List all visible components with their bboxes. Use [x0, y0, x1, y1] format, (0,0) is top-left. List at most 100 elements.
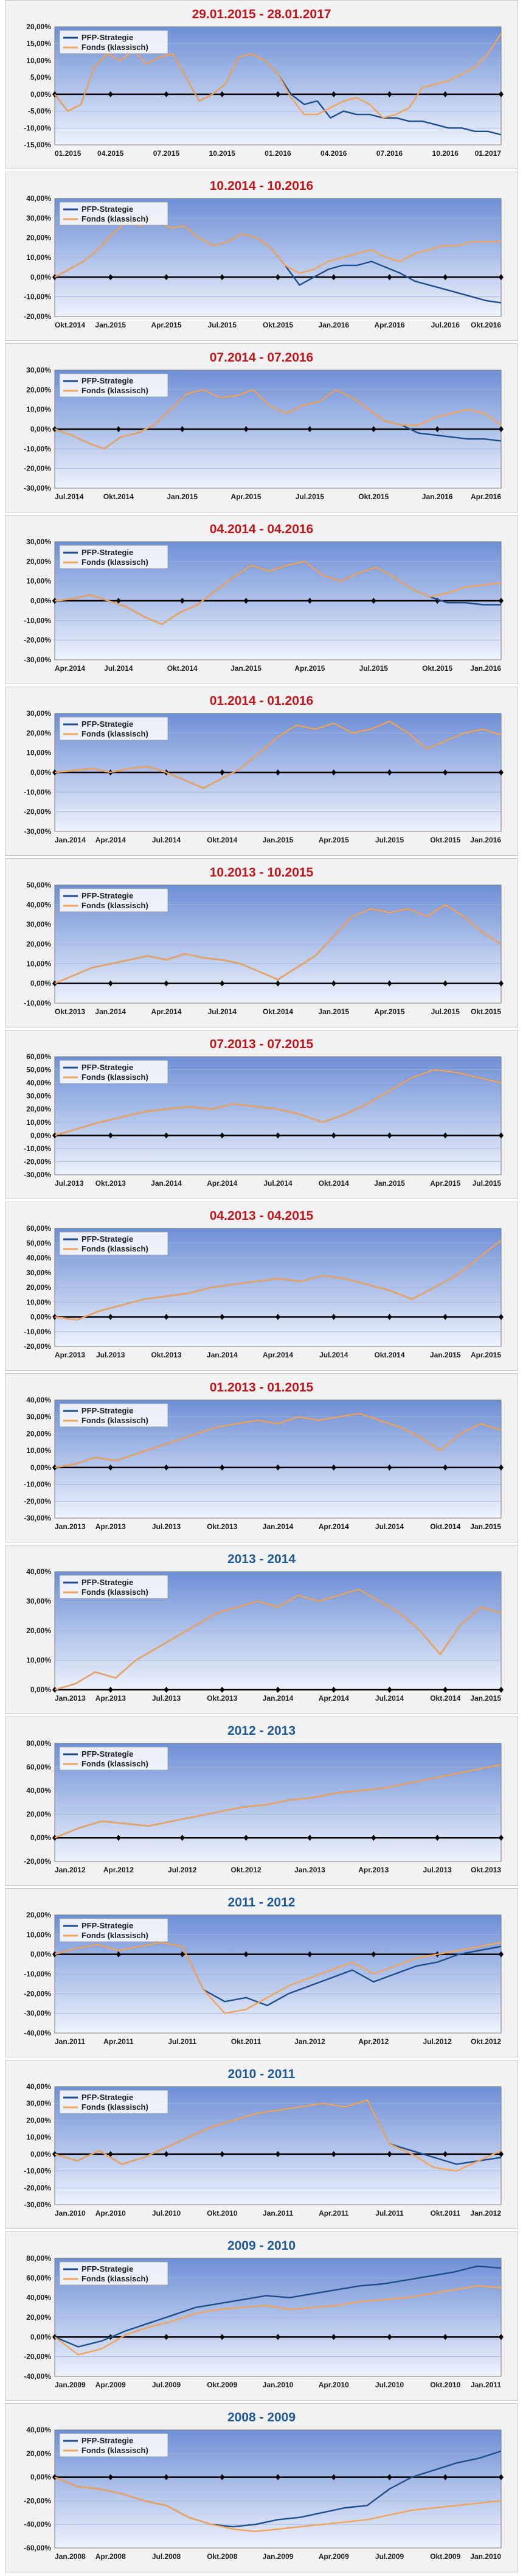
x-tick-label: 10.2016	[432, 149, 459, 158]
x-tick-label: Okt.2014	[167, 664, 198, 673]
chart-title: 2008 - 2009	[227, 2410, 296, 2424]
y-tick-label: 20,00%	[26, 1626, 51, 1635]
zero-line-marker	[443, 2334, 448, 2340]
y-tick-label: 80,00%	[26, 2254, 51, 2263]
x-tick-label: Okt.2012	[471, 2037, 501, 2046]
x-tick-label: Jul.2013	[96, 1351, 125, 1359]
line-chart: 30,00% 20,00% 10,00% 0,00% -10,00% -20,00% -30…	[24, 366, 504, 501]
y-tick-label: 20,00%	[26, 234, 51, 242]
line-chart: 20,00% 10,00% 0,00% -10,00% -20,00% -30,00% -4…	[24, 1911, 504, 2046]
x-tick-label: Apr.2009	[95, 2381, 126, 2389]
legend-label: PFP-Strategie	[81, 1234, 133, 1244]
chart-panel: 29.01.2015 - 28.01.2017 20,00% 15,00% 10,00…	[0, 0, 523, 169]
zero-line-marker	[275, 2151, 280, 2157]
x-tick-label: Jul.2015	[296, 492, 325, 501]
series-line-fund	[54, 720, 502, 789]
series-line-fund	[54, 2099, 502, 2172]
y-tick-label: -10,00%	[24, 2167, 51, 2175]
line-chart: 40,00% 30,00% 20,00% 10,00% 0,00% -10,00% -20,…	[24, 1396, 504, 1531]
y-tick-label: -30,00%	[24, 2200, 51, 2209]
zero-line-marker	[331, 2334, 336, 2340]
x-tick-label: Jan.2008	[55, 2552, 86, 2561]
series-line-fund	[54, 1413, 502, 1469]
line-chart: 80,00% 60,00% 40,00% 20,00% 0,00% -20,00% Jan.…	[24, 1739, 504, 1874]
y-tick-label: 0,00%	[30, 1131, 51, 1139]
legend-label: PFP-Strategie	[81, 1063, 133, 1072]
x-tick-label: Jan.2015	[318, 1007, 349, 1016]
series-line-fund	[54, 1763, 502, 1839]
zero-line-marker	[164, 2151, 169, 2157]
zero-line-marker	[331, 2151, 336, 2157]
legend-box	[59, 545, 168, 569]
x-tick-label: Jul.2008	[152, 2552, 181, 2561]
y-tick-label: -40,00%	[24, 2029, 51, 2037]
zero-line-marker	[220, 1687, 225, 1693]
legend-label: Fonds (klassisch)	[81, 1759, 148, 1768]
x-tick-label: Okt.2010	[207, 2209, 237, 2217]
chart-title: 2013 - 2014	[227, 1552, 296, 1566]
y-tick-label: -20,00%	[24, 1857, 51, 1866]
y-tick-label: 30,00%	[26, 920, 51, 929]
x-tick-label: Jul.2010	[375, 2381, 404, 2389]
zero-line-marker	[443, 91, 448, 97]
x-tick-label: Jan.2009	[263, 2552, 294, 2561]
x-tick-label: Jul.2014	[319, 1351, 348, 1359]
zero-line-marker	[108, 1314, 113, 1320]
y-tick-label: 40,00%	[26, 1787, 51, 1795]
y-tick-label: -30,00%	[24, 2009, 51, 2018]
y-tick-label: 40,00%	[26, 2294, 51, 2302]
y-tick-label: 20,00%	[26, 940, 51, 948]
x-tick-label: Jan.2010	[470, 2552, 501, 2561]
zero-line-marker	[331, 274, 336, 281]
zero-line-marker	[116, 598, 121, 604]
y-tick-label: -20,00%	[24, 2496, 51, 2505]
zero-line-marker	[52, 1132, 57, 1139]
legend-box	[59, 1060, 168, 1084]
zero-line-marker	[220, 980, 225, 987]
zero-line-marker	[331, 1132, 336, 1139]
y-tick-label: 5,00%	[30, 73, 51, 82]
chart-panel: 04.2014 - 04.2016 30,00% 20,00% 10,00% 0,00%…	[0, 515, 523, 684]
x-tick-label: Jul.2014	[104, 664, 133, 673]
y-tick-label: -10,00%	[24, 1144, 51, 1153]
zero-line-marker	[499, 1132, 504, 1139]
zero-line-marker	[108, 2151, 113, 2157]
zero-line-marker	[108, 1132, 113, 1139]
y-tick-label: 0,00%	[30, 1313, 51, 1321]
y-tick-label: 20,00%	[26, 2449, 51, 2458]
legend-label: Fonds (klassisch)	[81, 43, 148, 52]
y-tick-label: 0,00%	[30, 768, 51, 777]
x-tick-label: Jul.2014	[375, 1694, 404, 1703]
x-tick-label: Jan.2014	[263, 1522, 294, 1531]
y-tick-label: 20,00%	[26, 1911, 51, 1919]
zero-line-marker	[108, 274, 113, 281]
x-tick-label: Jul.2015	[431, 1007, 460, 1016]
zero-line-marker	[387, 1464, 392, 1471]
zero-line-marker	[443, 1132, 448, 1139]
zero-line-marker	[443, 274, 448, 281]
zero-line-marker	[220, 2474, 225, 2480]
x-tick-label: Jul.2013	[55, 1179, 84, 1188]
zero-line-marker	[275, 91, 280, 97]
series-line-fund	[54, 1588, 502, 1691]
zero-line-marker	[275, 2334, 280, 2340]
x-tick-label: Okt.2014	[430, 1694, 460, 1703]
y-tick-label: 30,00%	[26, 366, 51, 374]
zero-line-marker	[371, 1951, 376, 1958]
legend-label: PFP-Strategie	[81, 33, 133, 42]
x-tick-label: Okt.2009	[207, 2381, 237, 2389]
y-tick-label: 0,00%	[30, 90, 51, 99]
x-tick-label: Jan.2015	[374, 1179, 405, 1188]
y-tick-label: 50,00%	[26, 1066, 51, 1074]
x-tick-label: Apr.2011	[103, 2037, 134, 2046]
zero-line-marker	[331, 980, 336, 987]
legend-box	[59, 30, 168, 54]
y-tick-label: 30,00%	[26, 1092, 51, 1101]
y-tick-label: 0,00%	[30, 273, 51, 281]
y-tick-label: -20,00%	[24, 636, 51, 645]
zero-line-marker	[331, 1687, 336, 1693]
series-line-fund	[54, 904, 502, 984]
zero-line-marker	[387, 274, 392, 281]
x-tick-label: Okt.2015	[430, 836, 460, 844]
zero-line-marker	[331, 1464, 336, 1471]
